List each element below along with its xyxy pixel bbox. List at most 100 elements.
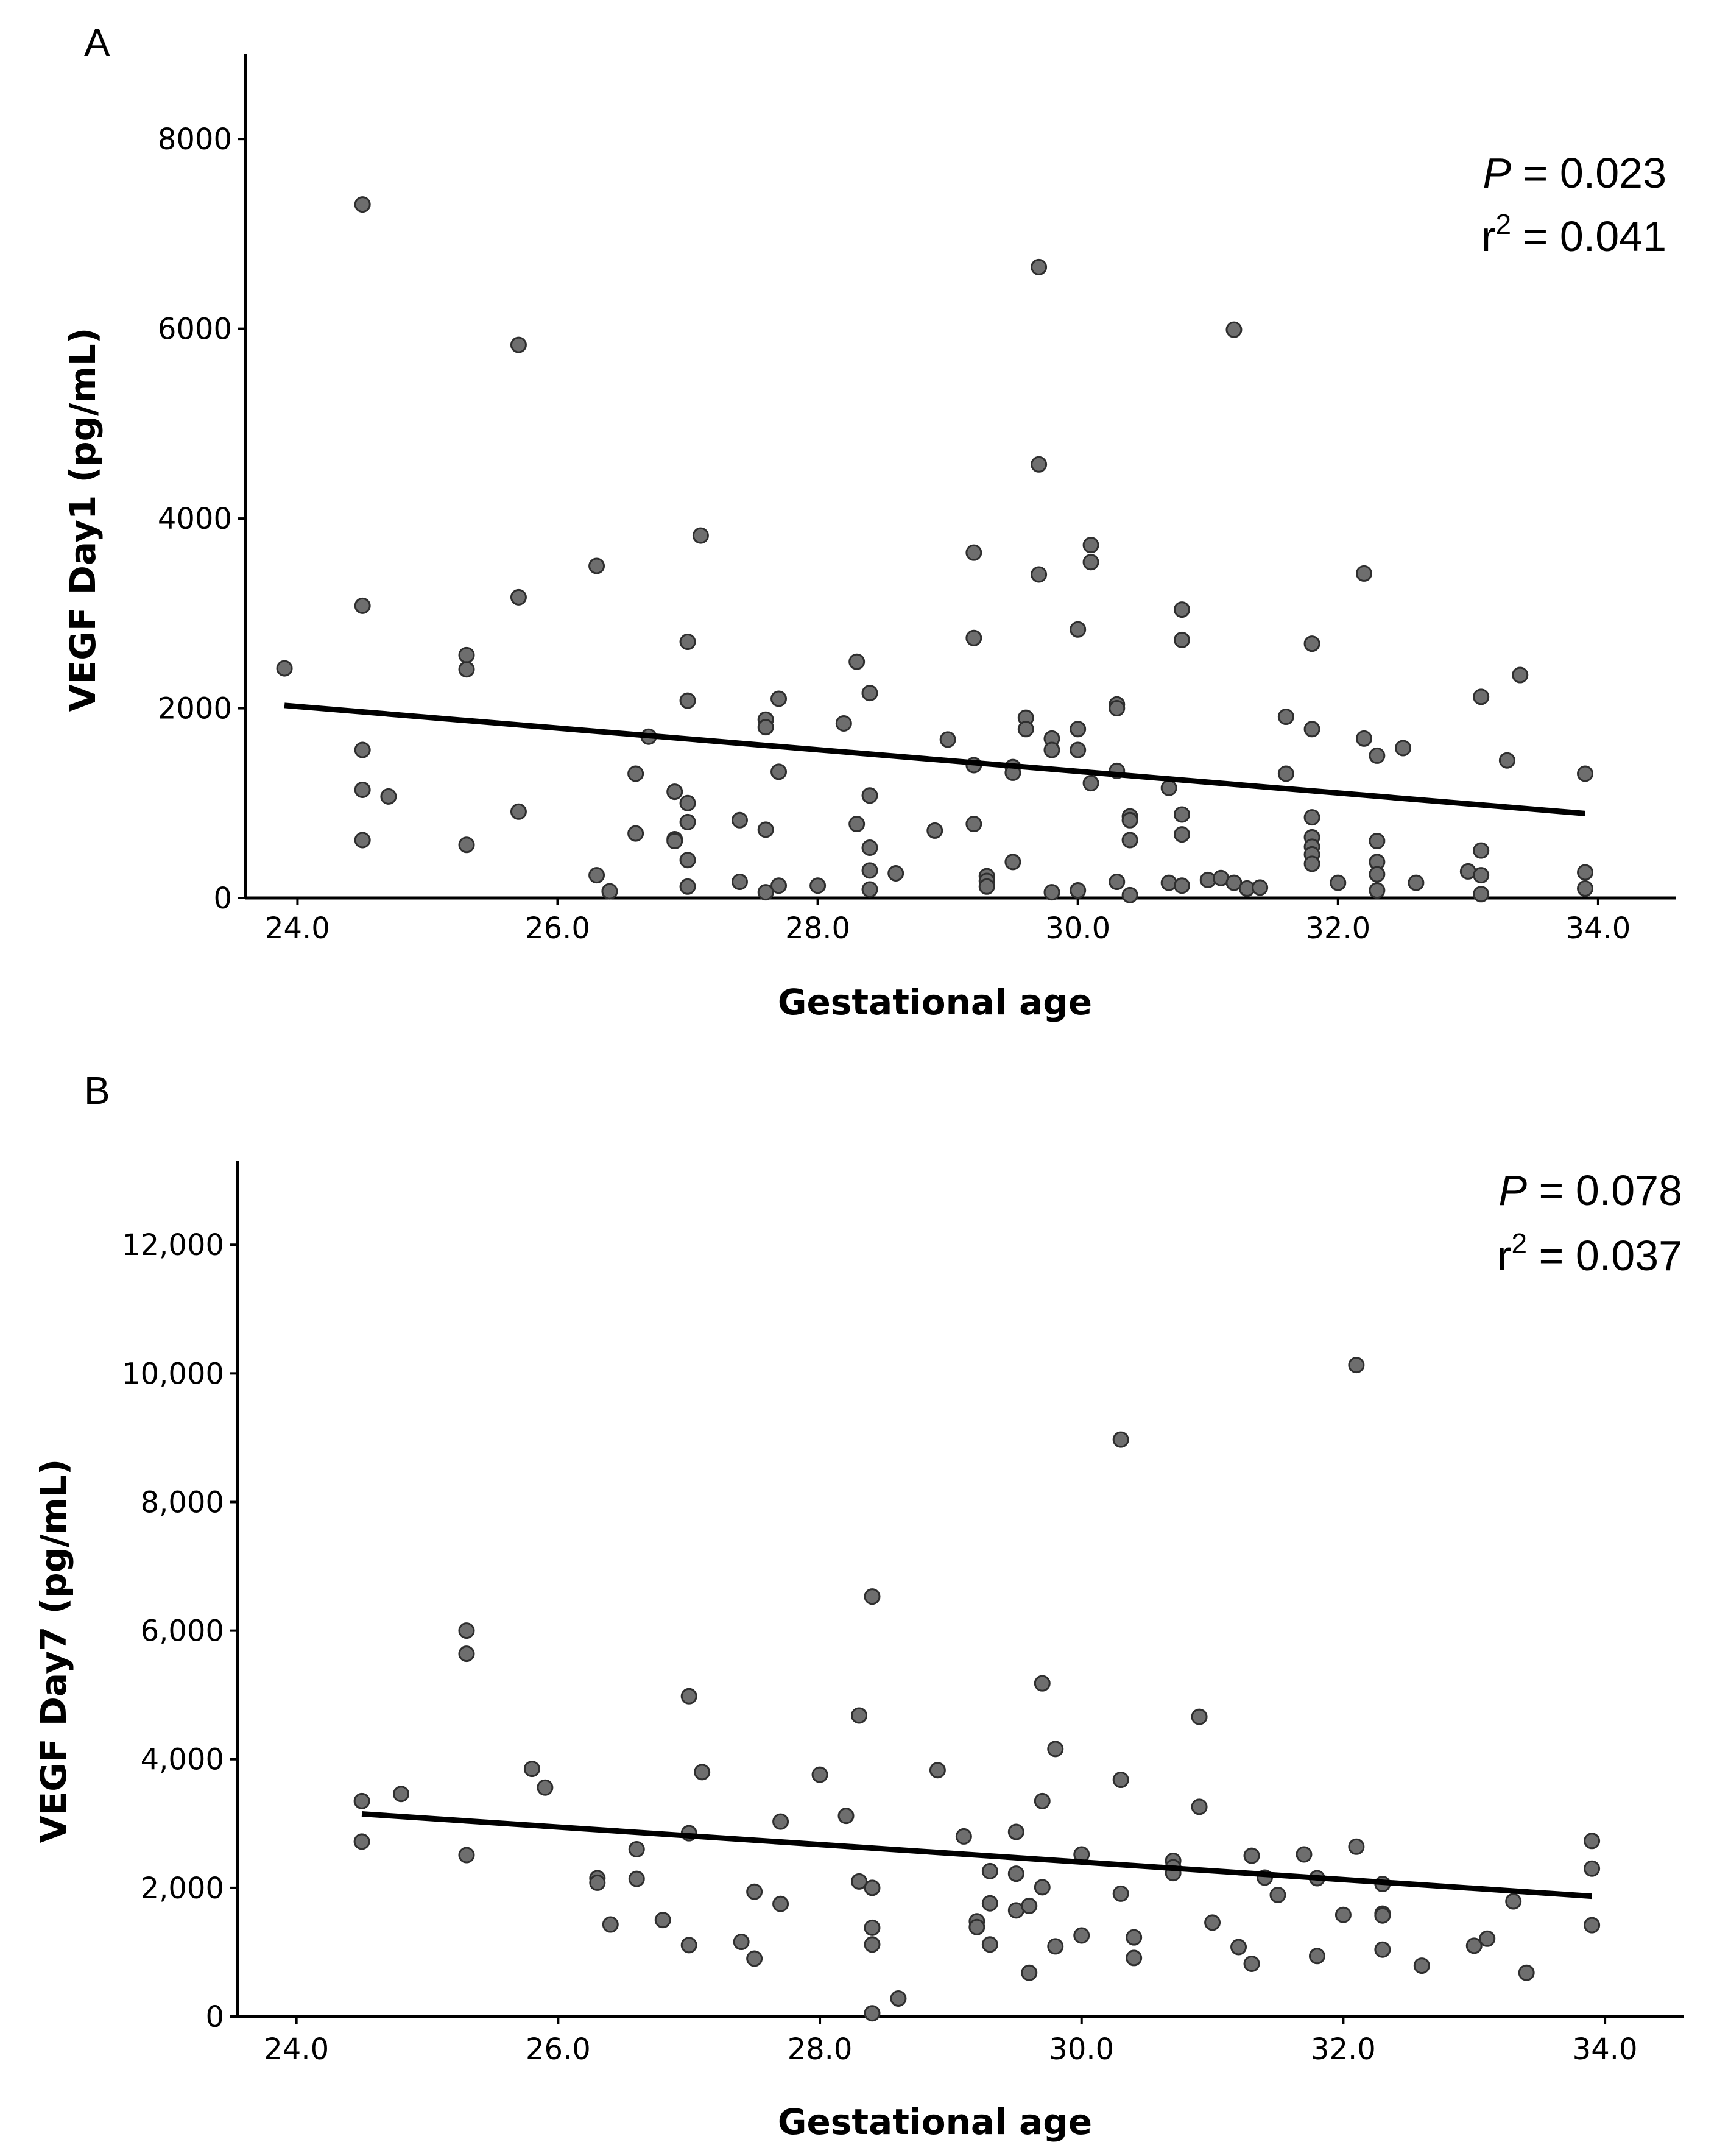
chart-a-r2-symbol: r [1481,213,1495,260]
chart-b-data-point [733,1934,750,1951]
chart-a-y-axis-title: VEGF Day1 (pg/mL) [62,328,104,712]
chart-a-data-point [835,715,852,732]
chart-a-x-tick-label: 30.0 [1045,911,1110,945]
chart-a-data-point [1043,884,1060,901]
chart-a-data-point [1109,874,1126,891]
chart-a-data-point [1070,741,1087,758]
chart-a-data-point [1277,765,1294,782]
chart-a-data-point [757,884,774,901]
chart-b-data-point [1021,1897,1038,1914]
chart-a-x-tick-label: 34.0 [1565,911,1631,945]
chart-a-data-point [1369,747,1386,764]
chart-b-y-tick-label: 12,000 [122,1228,224,1262]
chart-b-data-point [864,1879,881,1896]
chart-b-y-tick-label: 0 [205,2000,224,2034]
chart-a-data-point [1330,874,1347,891]
chart-a-regression-line [284,702,1585,816]
chart-b-data-point [458,1645,475,1663]
chart-b-data-point [1007,1823,1024,1840]
chart-a-data-point [627,765,644,782]
chart-b-x-axis-title: Gestational age [778,2101,1092,2143]
chart-b-data-point [1348,1838,1365,1855]
chart-b-y-tick-label: 8,000 [141,1485,224,1519]
chart-a-p-symbol: P [1483,149,1511,197]
chart-a-data-point [1070,882,1087,899]
chart-a-data-point [458,661,475,678]
chart-b-data-point [589,1874,606,1891]
chart-a-data-point [887,865,904,882]
chart-b-data-point [1007,1865,1024,1882]
chart-b-data-point [1334,1906,1352,1923]
chart-b-data-point [1021,1964,1038,1981]
chart-a-data-point [1252,879,1269,896]
chart-a-data-point [458,836,475,854]
chart-a-data-point [1395,740,1412,757]
chart-b-plot-area: 24.0 26.0 28.0 30.0 32.0 34.0 0 2,000 4,000 6,000… [122,1161,1684,2066]
chart-b-data-point [1374,1907,1391,1924]
chart-b-data-point [523,1761,540,1778]
chart-b-data-point [746,1883,763,1900]
chart-b-data-point [1112,1772,1129,1789]
chart-b-data-point [1413,1957,1430,1974]
chart-b-data-point [968,1918,985,1935]
chart-a-data-point [1473,867,1490,884]
chart-b-data-point [1112,1885,1129,1902]
chart-b-data-point [772,1895,789,1912]
chart-a-data-point [1512,666,1529,684]
chart-b-data-point [680,1688,697,1705]
chart-a-y-tick-label: 0 [213,882,232,916]
chart-b-data-point [694,1764,711,1781]
chart-a-data-point [588,867,605,884]
chart-a-data-point [1109,700,1126,717]
chart-b-data-point [353,1833,370,1850]
panel-b: B 24.0 26.0 28.0 30.0 32.0 34.0 0 2,000 4,000 6,0… [33,1069,1684,2143]
chart-b-r2-symbol: r [1497,1232,1511,1279]
chart-a-data-point [354,741,371,758]
chart-b-data-point [1374,1941,1391,1958]
chart-b-data-point [458,1622,475,1639]
chart-a-data-point [1577,765,1594,782]
panel-a-letter: A [84,21,110,65]
chart-a-r2-value: r2 = 0.041 [1481,208,1666,260]
panel-b-letter: B [84,1069,110,1112]
chart-b-data-point [680,1937,697,1954]
chart-a-data-point [1369,866,1386,883]
chart-b-data-point [1204,1914,1221,1931]
chart-a-y-tick-label: 2000 [158,692,232,726]
chart-a-r2-text: = 0.041 [1511,213,1666,260]
chart-b-data-point [864,1588,881,1605]
chart-b-y-axis-title: VEGF Day7 (pg/mL) [33,1459,74,1843]
chart-a-data-point [601,883,618,900]
chart-a-data-point [679,794,696,811]
chart-b-p-value: P = 0.078 [1498,1167,1682,1214]
chart-a-data-point [965,629,982,646]
chart-b-x-tick-label: 26.0 [526,2032,591,2066]
chart-a-x-tick-label: 32.0 [1305,911,1370,945]
chart-a-data-point [861,787,878,804]
chart-a-data-point [1408,874,1425,891]
chart-a-data-point [354,781,371,798]
chart-b-data-point [981,1895,998,1912]
chart-b-data-point [850,1707,867,1724]
chart-a-data-point [1082,775,1099,792]
chart-a-data-point [1498,752,1515,769]
chart-a-data-point [848,653,866,670]
chart-a-data-point [1174,601,1191,618]
chart-a-data-point [1121,832,1138,849]
chart-a-data-point [458,646,475,663]
chart-b-data-point [654,1912,671,1929]
chart-a-data-point [848,816,866,833]
chart-a-data-point [1082,537,1099,554]
chart-a-data-point [1082,554,1099,571]
chart-a-data-point [1121,886,1138,903]
chart-a-data-point [731,874,748,891]
chart-b-data-point [1308,1948,1325,1965]
chart-a-data-point [510,588,527,606]
chart-a-data-point [679,878,696,895]
chart-a-data-point [1303,855,1320,872]
chart-b-data-point [1243,1847,1260,1864]
chart-a-x-tick-label: 24.0 [265,911,330,945]
chart-a-r2-exponent: 2 [1495,208,1511,240]
chart-b-data-point [1047,1741,1064,1758]
